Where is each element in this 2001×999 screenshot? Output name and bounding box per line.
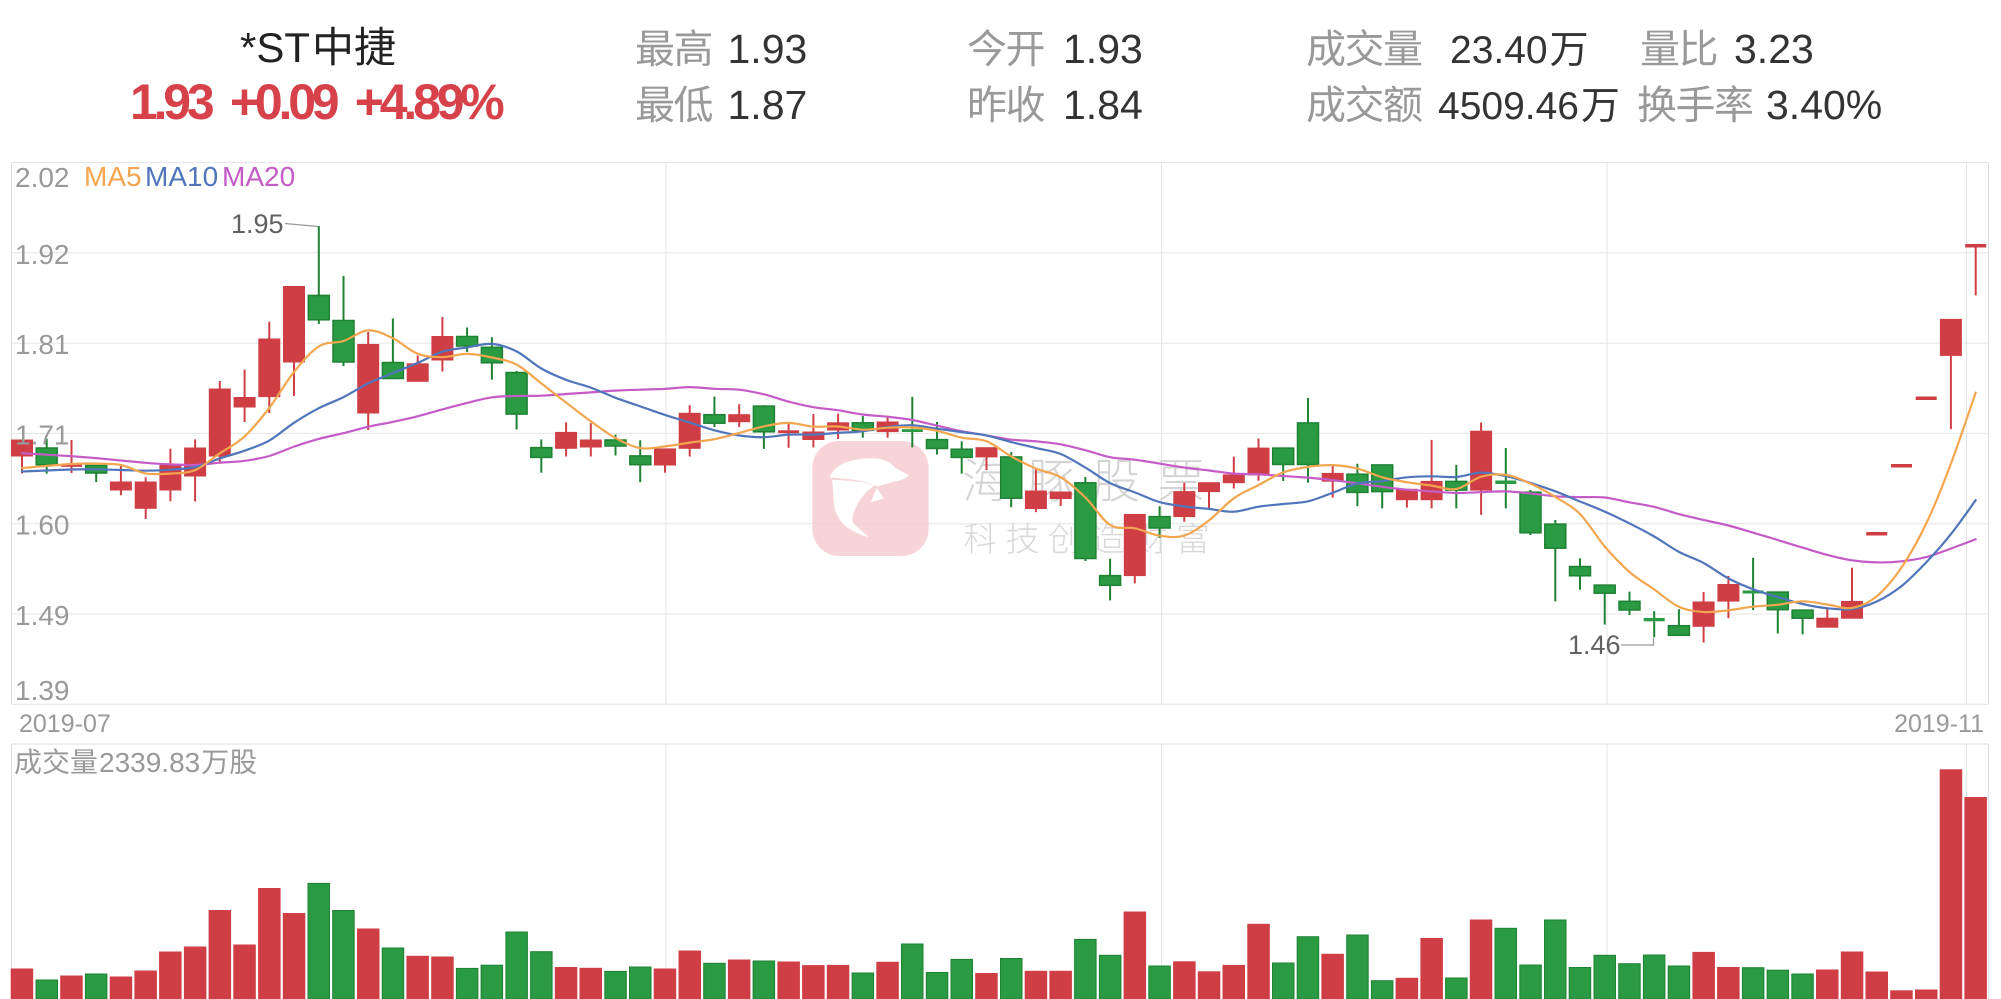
svg-text:1.95: 1.95 [231, 209, 284, 239]
svg-text:23.40: 23.40 [1450, 29, 1548, 72]
svg-text:MA20: MA20 [222, 161, 295, 192]
svg-text:1.49: 1.49 [15, 600, 70, 631]
svg-text:3.23: 3.23 [1734, 26, 1814, 72]
svg-text:2019-11: 2019-11 [1894, 710, 1984, 738]
svg-text:2.02: 2.02 [15, 162, 70, 193]
svg-text:2019-07: 2019-07 [19, 710, 111, 738]
svg-text:1.71: 1.71 [15, 419, 70, 450]
svg-text:1.93 +0.09 +4.89%: 1.93 +0.09 +4.89% [130, 74, 504, 130]
svg-text:MA5: MA5 [84, 161, 142, 192]
svg-text:1.60: 1.60 [15, 510, 70, 541]
svg-text:1.93: 1.93 [1063, 26, 1143, 72]
svg-text:1.87: 1.87 [728, 82, 808, 128]
svg-text:4509.46: 4509.46 [1438, 85, 1579, 128]
svg-text:*ST: *ST [240, 24, 310, 71]
svg-text:1.81: 1.81 [15, 329, 70, 360]
svg-text:1.46: 1.46 [1568, 630, 1621, 660]
svg-text:1.93: 1.93 [728, 26, 808, 72]
svg-text:1.39: 1.39 [15, 675, 70, 706]
svg-text:MA10: MA10 [145, 161, 218, 192]
svg-text:3.40%: 3.40% [1766, 82, 1882, 128]
svg-text:1.84: 1.84 [1063, 82, 1143, 128]
svg-text:1.92: 1.92 [15, 239, 70, 270]
svg-text:2339.83: 2339.83 [99, 747, 200, 778]
